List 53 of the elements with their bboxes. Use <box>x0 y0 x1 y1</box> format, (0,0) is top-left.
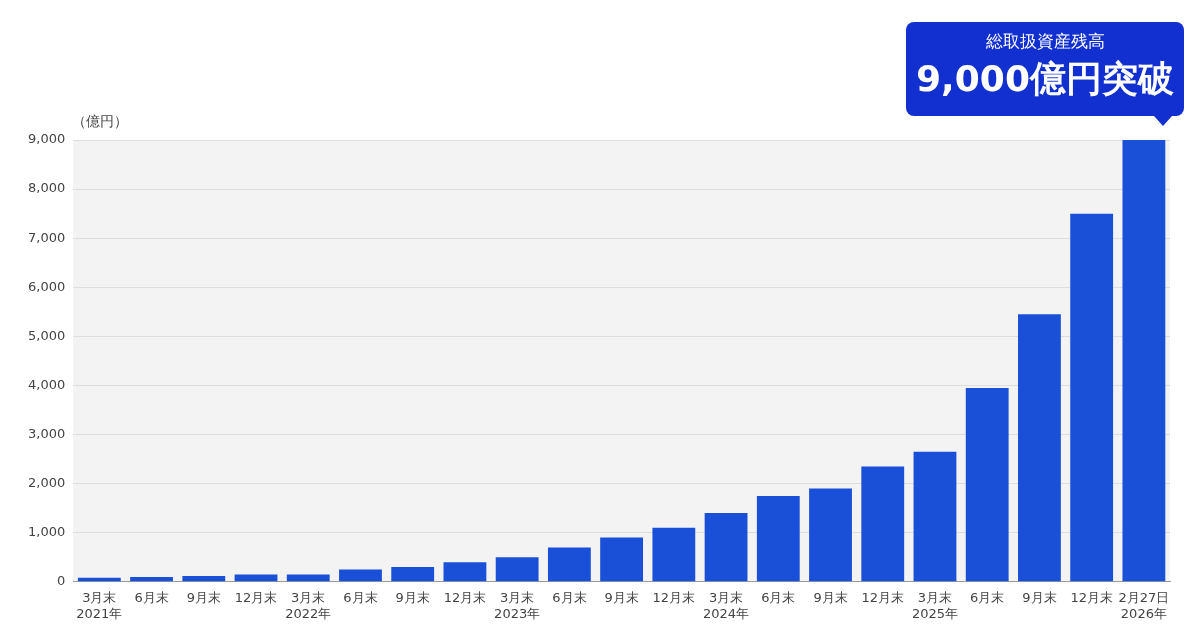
x-tick-label: 9月末 <box>186 589 221 605</box>
bar <box>1018 314 1061 582</box>
bar <box>704 513 748 582</box>
bar <box>861 466 905 582</box>
bar <box>182 575 226 582</box>
y-tick-label: 3,000 <box>28 425 66 441</box>
bar <box>391 567 435 582</box>
x-tick-label: 12月末 <box>1070 589 1113 605</box>
x-tick-label: 6月末 <box>134 589 169 605</box>
y-tick-label: 8,000 <box>28 180 66 196</box>
x-tick-label: 3月末 2023年 <box>494 589 541 621</box>
x-tick-label: 12月末 <box>652 589 696 605</box>
bar <box>809 488 852 582</box>
callout-box: 総取扱資産残高 9,000億円突破 <box>906 22 1184 116</box>
x-tick-label: 9月末 <box>395 589 430 605</box>
x-tick-label: 12月末 <box>443 589 487 605</box>
x-tick-label: 3月末 2021年 <box>76 589 123 621</box>
y-axis-title: （億円） <box>72 113 128 129</box>
y-tick-label: 1,000 <box>28 524 66 540</box>
y-tick-label: 4,000 <box>28 376 66 392</box>
y-tick-label: 2,000 <box>28 475 66 490</box>
x-tick-label: 6月末 <box>970 589 1005 605</box>
x-tick-label: 12月末 <box>861 589 905 605</box>
x-tick-label: 3月末 2025年 <box>911 589 959 621</box>
bar <box>495 557 539 582</box>
bar <box>547 547 591 582</box>
bar <box>1070 213 1114 582</box>
bar <box>443 562 487 582</box>
x-tick-label: 6月末 <box>552 589 587 605</box>
bar <box>652 527 696 582</box>
bar <box>913 451 957 582</box>
bar <box>965 387 1009 582</box>
x-tick-label: 3月末 2022年 <box>285 589 332 621</box>
bar <box>130 576 173 582</box>
x-tick-label: 3月末 2024年 <box>703 589 750 621</box>
bar <box>756 495 800 582</box>
y-tick-label: 6,000 <box>28 278 66 294</box>
x-tick-label: 6月末 <box>761 589 796 605</box>
x-tick-label: 2月27日 2026年 <box>1118 589 1170 621</box>
y-tick-label: 9,000 <box>28 131 66 147</box>
y-tick-label: 7,000 <box>28 229 66 245</box>
x-tick-label: 12月末 <box>234 589 278 605</box>
bar <box>286 574 330 582</box>
bar <box>1122 140 1166 582</box>
bar <box>234 574 278 582</box>
bar <box>339 569 382 582</box>
x-tick-label: 9月末 <box>604 589 639 605</box>
y-tick-label: 0 <box>56 573 66 589</box>
x-tick-label: 9月末 <box>813 589 848 605</box>
x-tick-label: 6月末 <box>343 589 378 605</box>
x-tick-label: 9月末 <box>1022 589 1057 605</box>
y-tick-label: 5,000 <box>28 327 66 343</box>
bar <box>600 537 644 582</box>
